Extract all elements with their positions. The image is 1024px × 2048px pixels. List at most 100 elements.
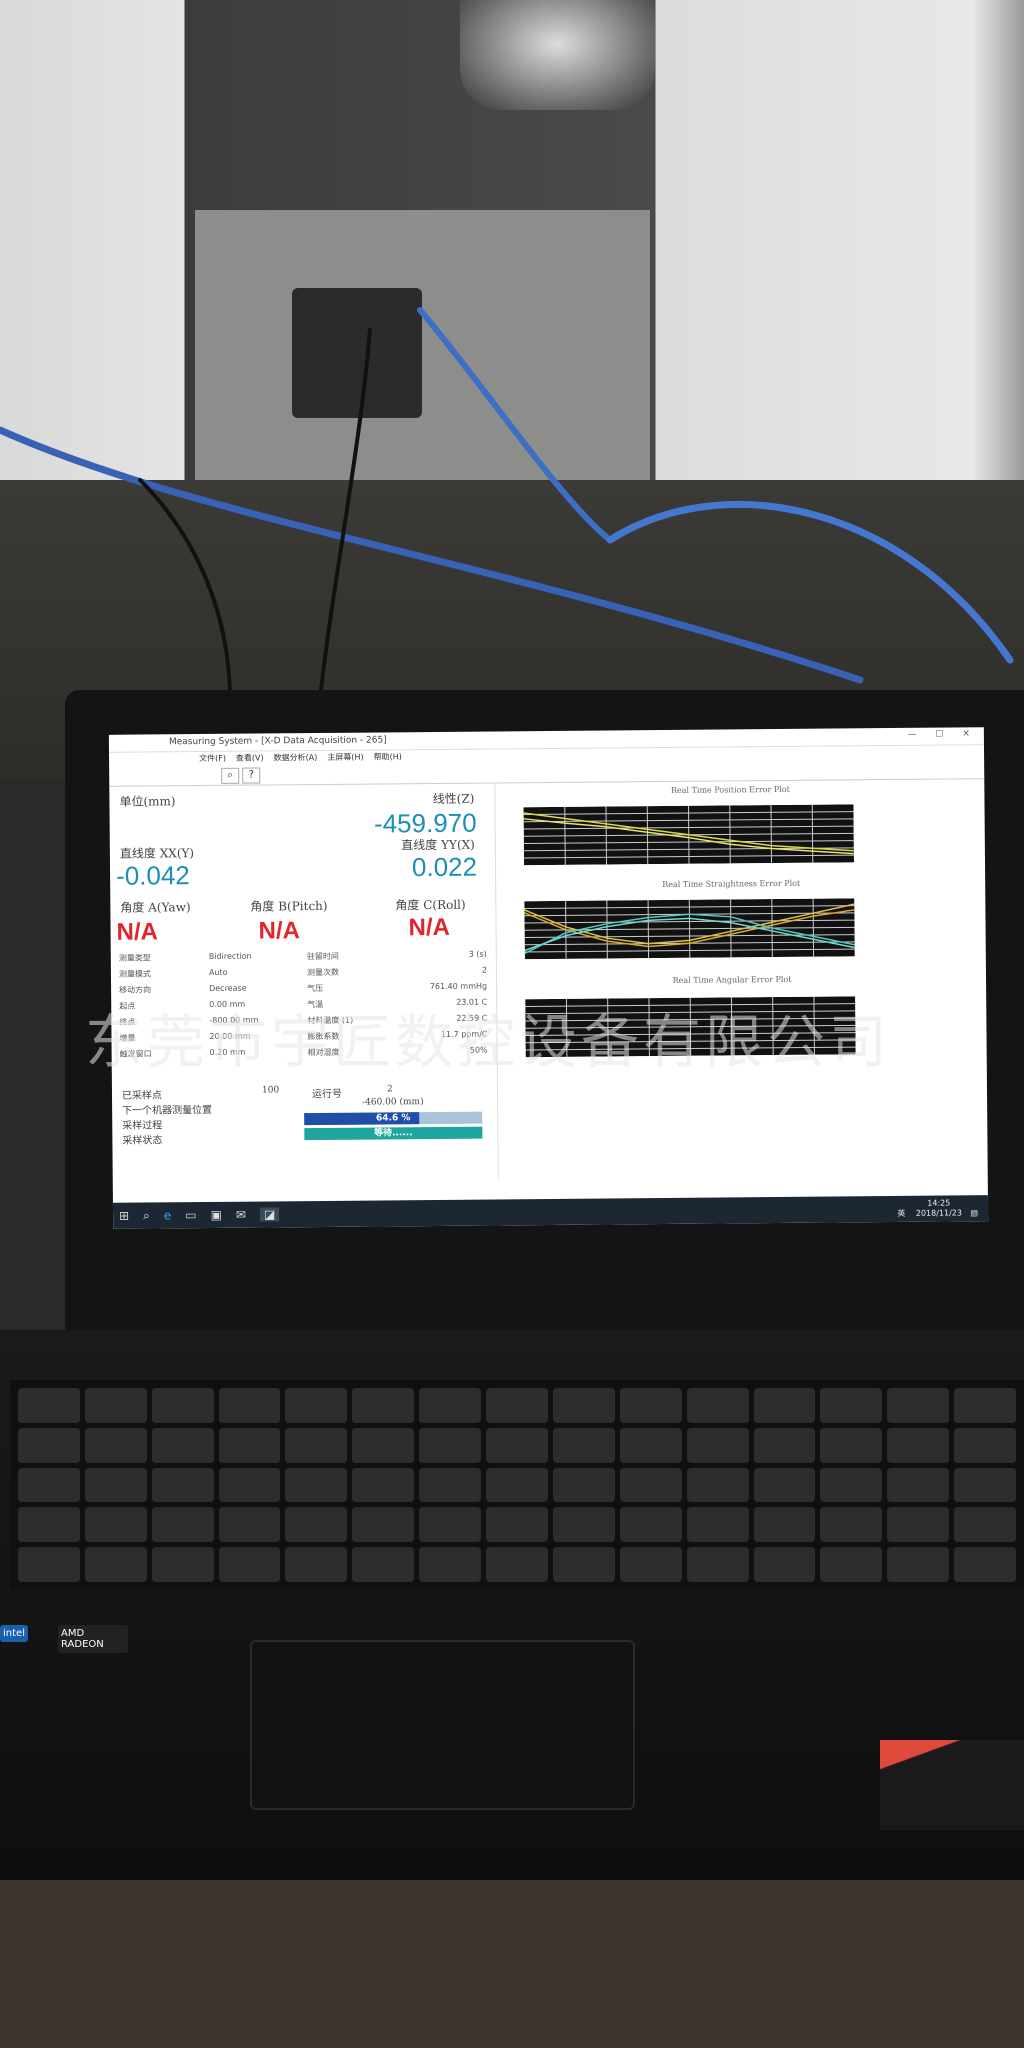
key[interactable]	[887, 1467, 950, 1503]
key[interactable]	[352, 1388, 415, 1423]
window-controls[interactable]: — ☐ ✕	[907, 729, 978, 740]
clock-time[interactable]: 14:25	[927, 1198, 951, 1208]
key[interactable]	[352, 1427, 415, 1463]
key[interactable]	[820, 1547, 883, 1582]
key[interactable]	[352, 1467, 415, 1503]
key[interactable]	[820, 1388, 883, 1423]
menu-help[interactable]: 帮助(H)	[373, 752, 402, 762]
key[interactable]	[18, 1388, 80, 1423]
windows-start-icon[interactable]: ⊞	[118, 1208, 130, 1223]
search-icon[interactable]: ⌕	[143, 1207, 150, 1223]
key[interactable]	[151, 1388, 214, 1423]
key[interactable]	[552, 1388, 615, 1423]
key[interactable]	[419, 1388, 482, 1423]
menu-view[interactable]: 查看(V)	[235, 753, 264, 763]
ime-indicator[interactable]: 英	[897, 1208, 906, 1218]
menu-analysis[interactable]: 数据分析(A)	[273, 753, 318, 763]
key[interactable]	[285, 1467, 348, 1503]
key[interactable]	[352, 1507, 415, 1543]
key[interactable]	[84, 1507, 147, 1543]
key[interactable]	[820, 1507, 883, 1543]
param-row: 测量模式 Auto	[119, 967, 299, 980]
key[interactable]	[552, 1547, 615, 1582]
key[interactable]	[285, 1547, 348, 1582]
key[interactable]	[218, 1547, 281, 1582]
grid-line	[523, 840, 854, 844]
key[interactable]	[887, 1388, 950, 1423]
key[interactable]	[352, 1547, 415, 1582]
key[interactable]	[552, 1507, 615, 1543]
key[interactable]	[486, 1547, 548, 1582]
key[interactable]	[619, 1388, 682, 1423]
key[interactable]	[419, 1507, 482, 1543]
cables	[0, 307, 1014, 700]
key[interactable]	[753, 1507, 816, 1543]
key[interactable]	[954, 1507, 1016, 1543]
key[interactable]	[619, 1507, 682, 1543]
clock-date[interactable]: 2018/11/23	[915, 1208, 962, 1218]
key[interactable]	[18, 1427, 80, 1463]
key[interactable]	[151, 1467, 214, 1503]
menu-home[interactable]: 主屏幕(H)	[327, 752, 364, 762]
key[interactable]	[820, 1467, 883, 1503]
menu-file[interactable]: 文件(F)	[199, 753, 226, 764]
key[interactable]	[619, 1547, 682, 1582]
key[interactable]	[84, 1427, 147, 1463]
param-label: 测量模式	[118, 969, 151, 979]
key[interactable]	[419, 1427, 482, 1463]
key[interactable]	[486, 1467, 548, 1503]
key[interactable]	[218, 1427, 281, 1463]
key[interactable]	[486, 1427, 548, 1463]
mail-icon[interactable]: ✉	[235, 1207, 247, 1222]
help-button[interactable]: ?	[242, 767, 261, 784]
key[interactable]	[151, 1547, 214, 1582]
key[interactable]	[753, 1427, 816, 1463]
key[interactable]	[753, 1388, 816, 1423]
param-value: 761.40 mmHg	[429, 981, 488, 992]
key[interactable]	[151, 1507, 214, 1543]
key[interactable]	[486, 1388, 548, 1423]
key[interactable]	[619, 1467, 682, 1503]
key[interactable]	[686, 1427, 749, 1463]
key[interactable]	[753, 1467, 816, 1503]
key[interactable]	[686, 1467, 749, 1503]
key[interactable]	[954, 1547, 1016, 1582]
key[interactable]	[18, 1467, 80, 1503]
store-icon[interactable]: ▣	[210, 1207, 222, 1222]
key[interactable]	[887, 1547, 950, 1582]
file-explorer-icon[interactable]: ▭	[185, 1208, 197, 1223]
key[interactable]	[552, 1467, 615, 1503]
key[interactable]	[552, 1427, 615, 1463]
key[interactable]	[419, 1547, 482, 1582]
key[interactable]	[887, 1507, 950, 1543]
key[interactable]	[84, 1467, 147, 1503]
param-label: 驻留时间	[306, 951, 339, 962]
key[interactable]	[218, 1388, 281, 1423]
key[interactable]	[18, 1507, 80, 1543]
edge-icon[interactable]: e	[163, 1208, 172, 1223]
key[interactable]	[686, 1547, 749, 1582]
key[interactable]	[84, 1388, 147, 1423]
key[interactable]	[954, 1388, 1016, 1423]
key[interactable]	[887, 1427, 950, 1463]
notification-icon[interactable]: ▤	[970, 1208, 979, 1218]
key[interactable]	[419, 1467, 482, 1503]
key[interactable]	[954, 1427, 1016, 1463]
key[interactable]	[686, 1507, 749, 1543]
key[interactable]	[285, 1388, 348, 1423]
key[interactable]	[753, 1547, 816, 1582]
key[interactable]	[285, 1507, 348, 1543]
key[interactable]	[285, 1427, 348, 1463]
key[interactable]	[218, 1507, 281, 1543]
key[interactable]	[18, 1547, 80, 1582]
key[interactable]	[686, 1388, 749, 1423]
measuring-app-icon[interactable]: ◪	[259, 1207, 280, 1222]
key[interactable]	[486, 1507, 548, 1543]
key[interactable]	[619, 1427, 682, 1463]
key[interactable]	[954, 1467, 1016, 1503]
key[interactable]	[151, 1427, 214, 1463]
key[interactable]	[820, 1427, 883, 1463]
key[interactable]	[218, 1467, 281, 1503]
magnifier-icon[interactable]: ⌕	[221, 767, 240, 784]
key[interactable]	[84, 1547, 147, 1582]
